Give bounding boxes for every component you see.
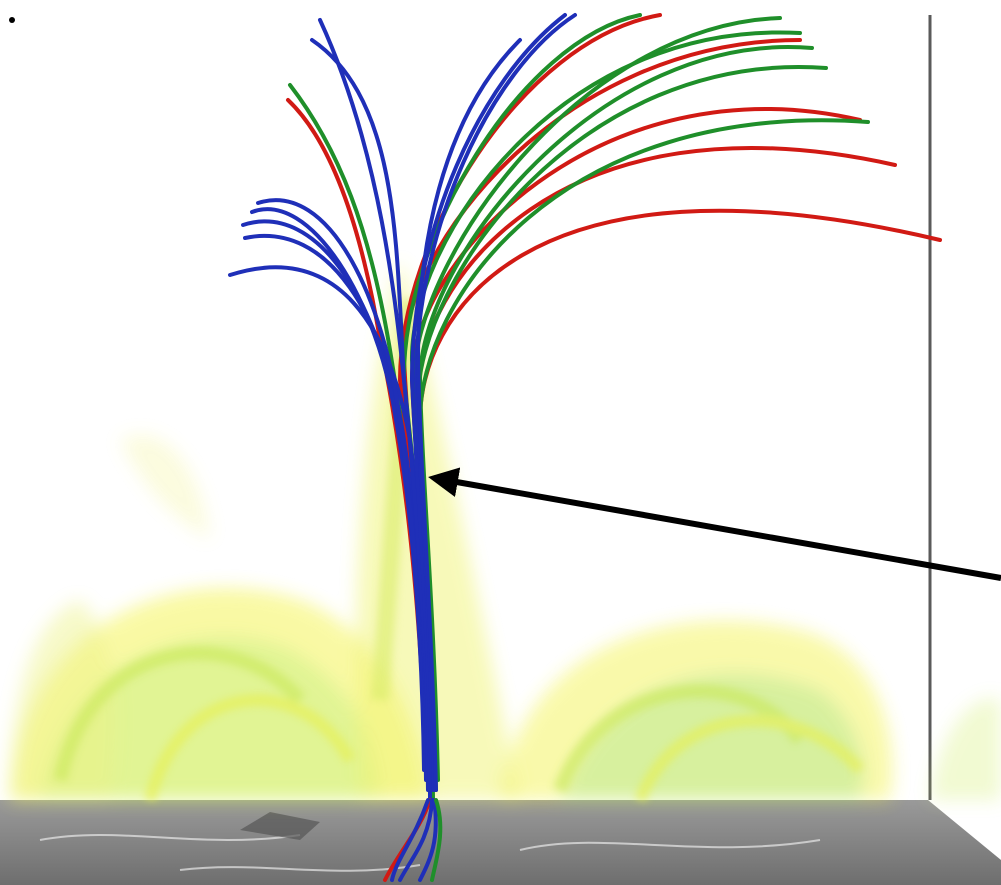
field-lines-blue	[228, 13, 577, 802]
photosphere-floor	[0, 800, 1001, 885]
corner-mark	[9, 17, 15, 23]
field-line-footpoints	[383, 798, 443, 882]
pointer-arrow	[428, 467, 1001, 581]
